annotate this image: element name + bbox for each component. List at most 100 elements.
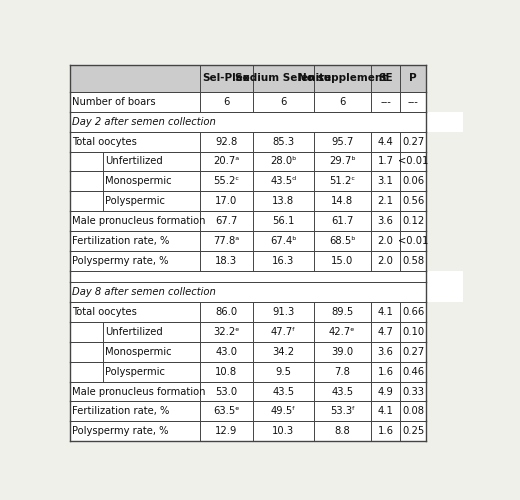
Text: 47.7ᶠ: 47.7ᶠ [270,327,296,337]
Bar [70,402,200,421]
Bar [200,302,253,322]
Text: 56.1: 56.1 [272,216,294,226]
Text: 12.9: 12.9 [215,426,237,436]
Bar [253,362,314,382]
Text: 2.0: 2.0 [378,236,394,246]
Text: Polyspermy rate, %: Polyspermy rate, % [72,426,168,436]
Bar [253,172,314,192]
Bar [70,231,200,251]
Bar [314,362,371,382]
Bar [400,322,426,342]
Text: Day 2 after semen collection: Day 2 after semen collection [72,116,216,126]
Bar [70,112,463,132]
Bar [400,402,426,421]
Bar [200,211,253,231]
Bar [200,231,253,251]
Bar [371,192,400,211]
Text: <0.01: <0.01 [398,156,428,166]
Bar [253,132,314,152]
Text: 0.66: 0.66 [402,307,424,317]
Bar [200,172,253,192]
Text: No supplement: No supplement [297,74,387,84]
Text: 53.0: 53.0 [215,386,237,396]
Bar [70,192,103,211]
Text: 3.1: 3.1 [378,176,394,186]
Text: 10.8: 10.8 [215,366,237,376]
Text: 49.5ᶠ: 49.5ᶠ [270,406,296,416]
Text: 0.46: 0.46 [402,366,424,376]
Text: 28.0ᵇ: 28.0ᵇ [270,156,296,166]
Text: 4.9: 4.9 [378,386,394,396]
Bar [253,152,314,172]
Text: 89.5: 89.5 [331,307,354,317]
Bar [103,192,200,211]
Bar [371,322,400,342]
Bar [253,231,314,251]
Bar [70,211,200,231]
Text: 53.3ᶠ: 53.3ᶠ [330,406,355,416]
Bar [253,402,314,421]
Bar [314,231,371,251]
Bar [103,152,200,172]
Text: 17.0: 17.0 [215,196,237,206]
Bar [314,382,371,402]
Text: 0.33: 0.33 [402,386,424,396]
Bar [371,251,400,270]
Bar [253,382,314,402]
Bar [200,152,253,172]
Text: 85.3: 85.3 [272,136,294,146]
Bar [253,192,314,211]
Bar [253,322,314,342]
Bar [253,422,314,441]
Text: 7.8: 7.8 [334,366,350,376]
Bar [70,282,463,302]
Text: 95.7: 95.7 [331,136,354,146]
Text: 43.5: 43.5 [272,386,294,396]
Bar [400,92,426,112]
Bar [70,382,200,402]
Text: 3.6: 3.6 [378,347,394,357]
Text: 4.7: 4.7 [378,327,394,337]
Text: 0.27: 0.27 [402,136,424,146]
Bar [371,65,400,92]
Text: Unfertilized: Unfertilized [105,156,163,166]
Bar [371,152,400,172]
Text: 43.0: 43.0 [215,347,237,357]
Text: 18.3: 18.3 [215,256,237,266]
Text: 68.5ᵇ: 68.5ᵇ [329,236,356,246]
Text: 6: 6 [223,97,229,107]
Text: 39.0: 39.0 [331,347,353,357]
Text: Polyspermic: Polyspermic [105,196,165,206]
Text: 0.58: 0.58 [402,256,424,266]
Bar [70,251,200,270]
Bar [400,172,426,192]
Text: 15.0: 15.0 [331,256,354,266]
Text: 32.2ᵉ: 32.2ᵉ [213,327,239,337]
Bar [400,231,426,251]
Text: Sodium Selenite: Sodium Selenite [235,74,331,84]
Bar [400,192,426,211]
Text: Sel-Plex: Sel-Plex [202,74,250,84]
Bar [200,402,253,421]
Text: 8.8: 8.8 [334,426,350,436]
Bar [400,152,426,172]
Text: 0.56: 0.56 [402,196,424,206]
Bar [400,382,426,402]
Bar [200,65,253,92]
Bar [253,211,314,231]
Text: Fertilization rate, %: Fertilization rate, % [72,236,169,246]
Text: Unfertilized: Unfertilized [105,327,163,337]
Text: 67.4ᵇ: 67.4ᵇ [270,236,296,246]
Text: 67.7: 67.7 [215,216,237,226]
Text: 1.6: 1.6 [378,426,394,436]
Text: 0.25: 0.25 [402,426,424,436]
Bar [70,342,103,361]
Bar [103,172,200,192]
Bar [314,172,371,192]
Text: Monospermic: Monospermic [105,347,172,357]
Bar [253,302,314,322]
Bar [70,322,103,342]
Text: 13.8: 13.8 [272,196,294,206]
Text: <0.01: <0.01 [398,236,428,246]
Text: 91.3: 91.3 [272,307,294,317]
